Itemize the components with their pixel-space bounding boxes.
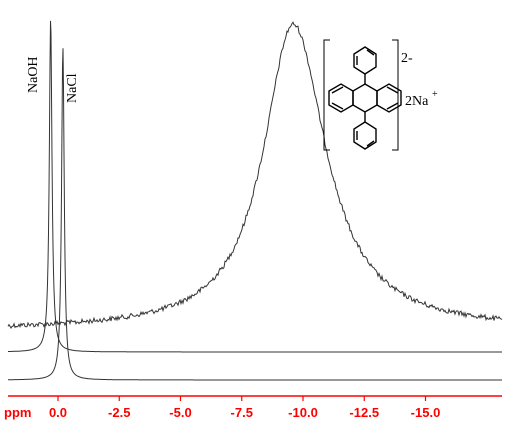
- peak-labels: NaOH NaCl: [26, 56, 80, 103]
- x-tick-label: -2.5: [108, 405, 130, 420]
- molecule-drawing: [328, 46, 402, 150]
- nacl-label: NaCl: [65, 73, 80, 103]
- x-tick-label: 0.0: [49, 405, 67, 420]
- x-axis-unit-label: ppm: [4, 405, 31, 420]
- left-bracket: [323, 39, 330, 151]
- x-axis: 0.0 -2.5 -5.0 -7.5 -10.0 -12.5 -15.0 ppm: [4, 395, 502, 420]
- x-tick-label: -15.0: [411, 405, 441, 420]
- x-axis-ticks: 0.0 -2.5 -5.0 -7.5 -10.0 -12.5 -15.0: [49, 396, 440, 420]
- spectrum-traces: [7, 20, 503, 381]
- x-tick-label: -5.0: [169, 405, 191, 420]
- x-tick-label: -12.5: [349, 405, 379, 420]
- series-naoh-peak: [8, 20, 502, 353]
- x-tick-label: -7.5: [231, 405, 253, 420]
- counterion-label: 2Na: [405, 94, 429, 109]
- series-broad-peak: [7, 21, 503, 329]
- right-bracket: [392, 39, 399, 151]
- inset-structure: 2- 2Na +: [323, 39, 438, 151]
- naoh-label: NaOH: [26, 56, 41, 93]
- series-nacl-peak: [8, 48, 502, 381]
- counterion-charge: +: [432, 89, 438, 100]
- charge-label: 2-: [401, 51, 413, 66]
- x-tick-label: -10.0: [288, 405, 318, 420]
